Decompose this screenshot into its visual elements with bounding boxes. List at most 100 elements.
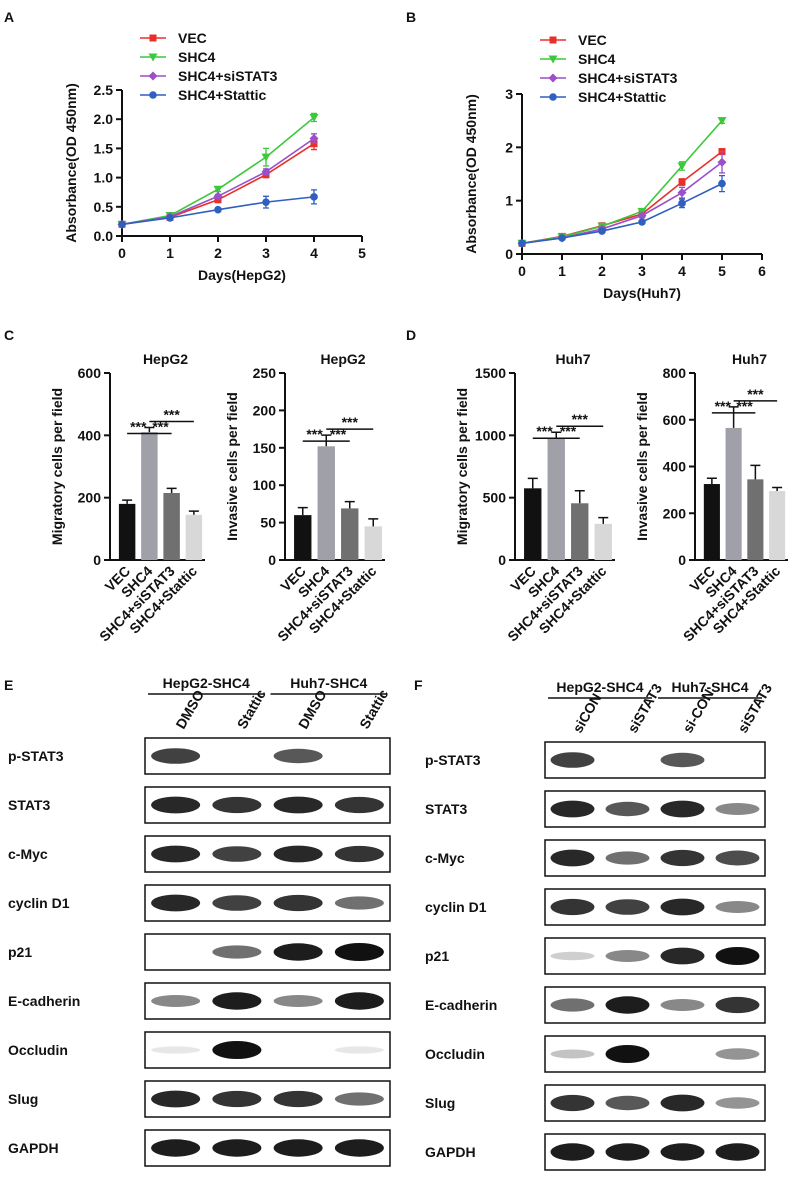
- x-axis-label: Days(HepG2): [198, 267, 286, 283]
- panel-letter: F: [414, 677, 423, 693]
- band: [715, 1048, 760, 1060]
- y-tick-label: 150: [253, 440, 277, 456]
- significance-label: ***: [715, 398, 732, 414]
- error-bar: [574, 490, 585, 504]
- error-bar: [344, 500, 355, 509]
- legend-label: SHC4: [178, 49, 216, 65]
- band: [151, 995, 201, 1007]
- legend-marker: [549, 93, 557, 101]
- band: [212, 846, 262, 862]
- significance-label: ***: [163, 407, 180, 423]
- marker: [518, 239, 526, 248]
- bar: [364, 526, 382, 560]
- marker: [717, 117, 727, 126]
- band: [151, 1046, 201, 1054]
- band: [212, 1041, 262, 1059]
- marker: [309, 133, 319, 143]
- y-tick-label: 1: [505, 193, 513, 209]
- row-label: c-Myc: [425, 850, 465, 866]
- band: [660, 898, 705, 916]
- x-tick-label: 2: [214, 245, 222, 261]
- y-tick-label: 0.0: [94, 228, 114, 244]
- row-label: cyclin D1: [8, 895, 70, 911]
- row-label: GAPDH: [425, 1144, 476, 1160]
- panel-letter: E: [4, 677, 13, 693]
- y-tick-label: 0: [498, 552, 506, 568]
- band: [273, 995, 323, 1007]
- marker: [638, 218, 646, 226]
- row-label: E-cadherin: [425, 997, 497, 1013]
- marker: [261, 153, 271, 162]
- band: [273, 1090, 323, 1108]
- x-tick-label: 4: [310, 245, 318, 261]
- y-tick-label: 800: [663, 365, 687, 381]
- band: [605, 996, 650, 1014]
- legend-label: SHC4+siSTAT3: [178, 68, 278, 84]
- band: [273, 796, 323, 814]
- significance-label: ***: [330, 426, 347, 442]
- y-tick-label: 600: [663, 412, 687, 428]
- band: [605, 1045, 650, 1063]
- x-tick-label: 3: [262, 245, 270, 261]
- significance-label: ***: [572, 411, 589, 427]
- band: [273, 943, 323, 961]
- bar: [294, 515, 312, 560]
- band: [550, 752, 595, 768]
- y-tick-label: 1.5: [94, 140, 114, 156]
- marker: [598, 227, 606, 235]
- band: [660, 1094, 705, 1112]
- band: [334, 1139, 384, 1157]
- band: [334, 943, 384, 961]
- band: [151, 894, 201, 912]
- error-bar: [728, 406, 739, 428]
- row-label: STAT3: [8, 797, 50, 813]
- band: [334, 896, 384, 910]
- row-label: cyclin D1: [425, 899, 487, 915]
- row-label: c-Myc: [8, 846, 48, 862]
- marker: [309, 113, 319, 122]
- bar: [341, 508, 359, 560]
- chart-title: HepG2: [143, 351, 188, 367]
- legend-label: SHC4+siSTAT3: [578, 70, 678, 86]
- bar: [524, 488, 542, 560]
- y-axis-label: Migratory cells per field: [454, 388, 470, 545]
- significance-label: ***: [130, 419, 147, 435]
- band: [212, 992, 262, 1010]
- y-tick-label: 1.0: [94, 170, 114, 186]
- bar: [317, 446, 335, 560]
- band: [550, 849, 595, 867]
- significance-label: ***: [306, 426, 323, 442]
- bar: [118, 503, 136, 560]
- y-axis-label: Invasive cells per field: [224, 392, 240, 541]
- group-label: Huh7-SHC4: [671, 679, 748, 695]
- band: [151, 1139, 201, 1157]
- y-tick-label: 2: [505, 139, 513, 155]
- band: [212, 1090, 262, 1108]
- error-bar: [750, 464, 761, 480]
- y-axis-label: Absorbance(OD 450nm): [63, 83, 79, 242]
- band: [660, 1143, 705, 1161]
- marker: [677, 188, 687, 198]
- x-tick-label: 4: [678, 263, 686, 279]
- y-tick-label: 100: [253, 477, 277, 493]
- significance-label: ***: [342, 414, 359, 430]
- legend-marker: [149, 91, 157, 99]
- band: [550, 1049, 595, 1059]
- series-line: [521, 150, 723, 245]
- marker: [214, 205, 222, 214]
- marker: [677, 162, 687, 171]
- marker: [678, 178, 686, 186]
- legend-label: VEC: [578, 32, 607, 48]
- x-tick-label: 2: [598, 263, 606, 279]
- y-tick-label: 1000: [475, 427, 506, 443]
- band: [151, 748, 201, 764]
- legend-label: VEC: [178, 30, 207, 46]
- marker: [213, 191, 223, 201]
- chart-title: HepG2: [320, 351, 365, 367]
- x-tick-label: 0: [118, 245, 126, 261]
- y-tick-label: 1500: [475, 365, 506, 381]
- y-tick-label: 600: [78, 365, 102, 381]
- bar: [547, 438, 565, 560]
- y-axis-label: Absorbance(OD 450nm): [463, 94, 479, 253]
- band: [212, 1139, 262, 1157]
